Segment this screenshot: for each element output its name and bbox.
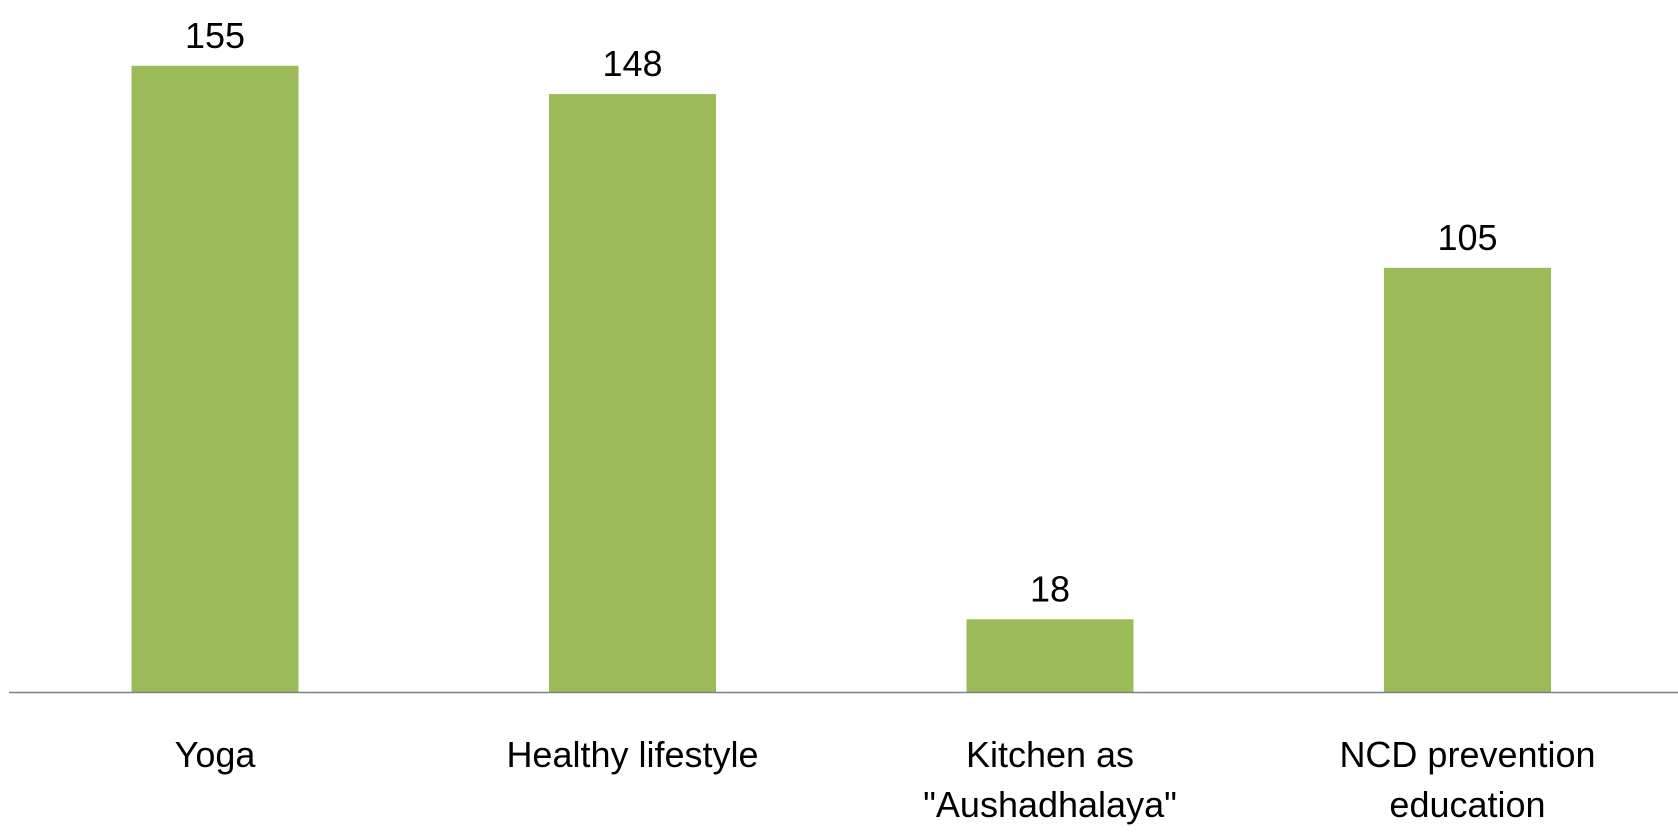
value-label: 148 [602, 43, 662, 84]
bar [966, 619, 1134, 692]
x-tick-label: Healthy lifestyle [506, 734, 759, 775]
bar [1384, 267, 1551, 692]
value-label: 18 [1030, 568, 1070, 609]
x-tick-label: NCD prevention education [1339, 734, 1596, 825]
bar [131, 65, 299, 693]
bar [549, 94, 716, 692]
value-label: 105 [1437, 217, 1497, 258]
value-label: 155 [185, 15, 245, 56]
x-tick-label: Kitchen as "Aushadhalaya" [923, 734, 1177, 825]
x-tick-label: Yoga [174, 734, 256, 775]
